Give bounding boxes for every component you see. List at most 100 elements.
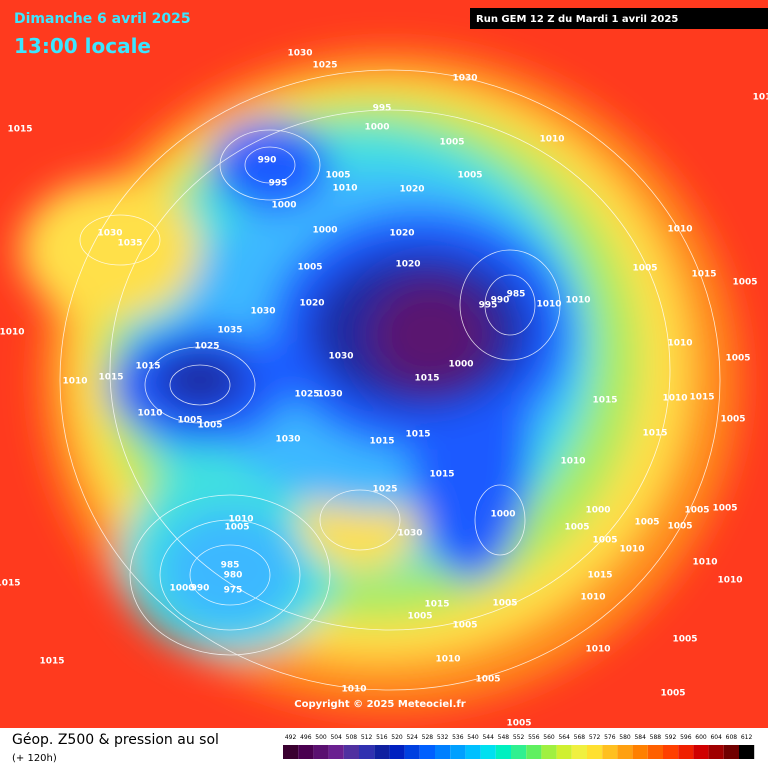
scale-label: 608 xyxy=(726,734,738,741)
scale-label: 612 xyxy=(741,734,753,741)
scale-cell xyxy=(480,745,496,759)
isobar-label: 1010 xyxy=(435,655,460,665)
footer-label: Géop. Z500 & pression au sol xyxy=(12,732,219,748)
isobar-label: 1005 xyxy=(720,415,745,425)
scale-cell xyxy=(298,745,314,759)
isobar-label: 1035 xyxy=(217,326,242,336)
scale-label: 572 xyxy=(589,734,601,741)
scale-label: 596 xyxy=(680,734,692,741)
isobar-label: 1005 xyxy=(564,523,589,533)
isobar-labels: 1030102510301015995100010059909951005101… xyxy=(0,49,768,729)
geopotential-field: 1030102510301015995100010059909951005101… xyxy=(0,0,768,729)
scale-cell xyxy=(465,745,481,759)
isobar-label: 1005 xyxy=(592,536,617,546)
isobar-label: 1000 xyxy=(271,201,296,211)
scale-cell xyxy=(283,745,299,759)
isobar-label: 1005 xyxy=(325,171,350,181)
isobar-label: 1015 xyxy=(691,270,716,280)
isobar-label: 1010 xyxy=(565,296,590,306)
isobar-label: 1005 xyxy=(712,504,737,514)
scale-cell xyxy=(404,745,420,759)
scale-label: 516 xyxy=(376,734,388,741)
isobar-label: 1010 xyxy=(341,685,366,695)
isobar-label: 1005 xyxy=(672,635,697,645)
scale-label: 536 xyxy=(452,734,464,741)
scale-cell xyxy=(495,745,511,759)
isobar-label: 1000 xyxy=(448,360,473,370)
scale-cell xyxy=(359,745,375,759)
isobar-label: 1005 xyxy=(439,138,464,148)
isobar-label: 1010 xyxy=(667,339,692,349)
isobar-label: 1005 xyxy=(224,523,249,533)
local-time: 13:00 locale xyxy=(14,34,151,58)
scale-label: 580 xyxy=(619,734,631,741)
scale-cell xyxy=(587,745,603,759)
isobar-label: 1015 xyxy=(592,396,617,406)
scale-cell xyxy=(526,745,542,759)
isobar-label: 1005 xyxy=(297,263,322,273)
scale-label: 604 xyxy=(710,734,722,741)
isobar-label: 101 xyxy=(753,93,768,103)
isobar-label: 1005 xyxy=(660,689,685,699)
isobar-label: 1010 xyxy=(662,394,687,404)
scale-label: 600 xyxy=(695,734,707,741)
isobar-label: 1030 xyxy=(397,529,422,539)
scale-label: 528 xyxy=(422,734,434,741)
isobar-label: 1000 xyxy=(312,226,337,236)
scale-label: 496 xyxy=(300,734,312,741)
isobar-label: 990 xyxy=(258,156,277,166)
isobar-label: 1010 xyxy=(536,300,561,310)
isobar-label: 1030 xyxy=(250,307,275,317)
isobar-label: 1025 xyxy=(312,61,337,71)
isobar-label: 1010 xyxy=(619,545,644,555)
scale-cell xyxy=(708,745,724,759)
isobar-label: 1010 xyxy=(62,377,87,387)
isobar-label: 1005 xyxy=(634,518,659,528)
isobar-label: 1010 xyxy=(717,576,742,586)
isobar-label: 1010 xyxy=(228,515,253,525)
scale-cell xyxy=(511,745,527,759)
scale-cell xyxy=(602,745,618,759)
isobar-label: 985 xyxy=(507,290,526,300)
scale-label: 540 xyxy=(467,734,479,741)
scale-label: 520 xyxy=(391,734,403,741)
isobar-label: 1010 xyxy=(580,593,605,603)
scale-label: 592 xyxy=(665,734,677,741)
isobar-label: 1005 xyxy=(632,264,657,274)
scale-label: 552 xyxy=(513,734,525,741)
isobar-label: 1010 xyxy=(332,184,357,194)
scale-cell xyxy=(450,745,466,759)
isobar-label: 1015 xyxy=(429,470,454,480)
isobar-label: 1015 xyxy=(0,579,21,589)
scale-cell xyxy=(419,745,435,759)
isobar-label: 1035 xyxy=(117,239,142,249)
isobar-label: 1005 xyxy=(492,599,517,609)
isobars xyxy=(59,69,721,691)
isobar-label: 1015 xyxy=(135,362,160,372)
isobar-label: 1005 xyxy=(475,675,500,685)
scale-cell xyxy=(374,745,390,759)
scale-label: 512 xyxy=(361,734,373,741)
isobar-label: 1015 xyxy=(642,429,667,439)
isobar-label: 990 xyxy=(191,584,210,594)
isobar-label: 1010 xyxy=(137,409,162,419)
isobar-label: 1010 xyxy=(560,457,585,467)
isobar-label: 1010 xyxy=(667,225,692,235)
isobar-label: 1005 xyxy=(667,522,692,532)
scale-cell xyxy=(617,745,633,759)
copyright: Copyright © 2025 Meteociel.fr xyxy=(294,699,465,710)
lead-time: (+ 120h) xyxy=(12,753,57,764)
scale-label: 504 xyxy=(330,734,342,741)
scale-cell xyxy=(556,745,572,759)
run-box xyxy=(470,8,768,29)
scale-cell xyxy=(632,745,648,759)
isobar-label: 1020 xyxy=(399,185,424,195)
isobar-label: 975 xyxy=(224,586,243,596)
isobar-label: 1020 xyxy=(395,260,420,270)
scale-cell xyxy=(678,745,694,759)
scale-label: 564 xyxy=(558,734,570,741)
scale-label: 548 xyxy=(498,734,510,741)
isobar-label: 1005 xyxy=(177,416,202,426)
isobar-label: 1010 xyxy=(0,328,25,338)
